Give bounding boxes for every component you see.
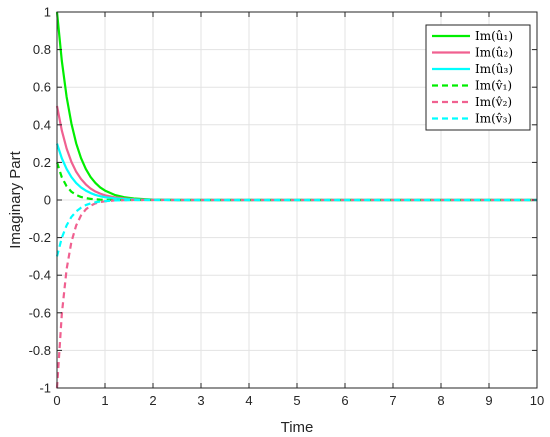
y-tick-label: 0.4 — [33, 117, 51, 132]
y-tick-label: 1 — [44, 5, 51, 20]
x-tick-label: 6 — [341, 393, 348, 408]
x-tick-label: 1 — [101, 393, 108, 408]
x-tick-label: 7 — [389, 393, 396, 408]
y-tick-label: -0.2 — [29, 230, 51, 245]
y-tick-label: 0.2 — [33, 155, 51, 170]
y-axis-ticks: -1 -0.8 -0.6 -0.4 -0.2 0 0.2 0.4 0.6 0.8 1 — [29, 5, 537, 396]
y-axis-title: Imaginary Part — [7, 150, 24, 248]
x-tick-label: 10 — [530, 393, 544, 408]
x-tick-label: 2 — [149, 393, 156, 408]
x-tick-label: 8 — [437, 393, 444, 408]
legend: Im(û₁) Im(û₂) Im(û₃) Im(v̂₁) Im(v̂₂) Im(v̂₃) — [425, 24, 531, 131]
x-axis-title: Time — [281, 419, 314, 436]
x-tick-label: 9 — [485, 393, 492, 408]
x-axis-ticks: 0 1 2 3 4 5 6 7 8 9 10 — [53, 12, 544, 408]
y-tick-label: -0.6 — [29, 305, 51, 320]
legend-label-3: Im(û₃) — [475, 62, 513, 76]
x-tick-label: 5 — [293, 393, 300, 408]
legend-label-2: Im(û₂) — [475, 46, 513, 60]
legend-label-1: Im(û₁) — [475, 29, 513, 43]
legend-label-5: Im(v̂₂) — [475, 95, 512, 109]
x-tick-label: 0 — [53, 393, 60, 408]
legend-label-4: Im(v̂₁) — [475, 79, 512, 93]
y-tick-label: -0.4 — [29, 268, 51, 283]
series-line-6 — [55, 198, 537, 257]
x-tick-label: 3 — [197, 393, 204, 408]
y-tick-label: 0.6 — [33, 80, 51, 95]
y-tick-label: -1 — [39, 381, 51, 396]
data-series — [55, 11, 537, 389]
y-tick-label: 0 — [44, 193, 51, 208]
x-tick-label: 4 — [245, 393, 252, 408]
legend-box — [425, 24, 531, 131]
y-tick-label: 0.8 — [33, 42, 51, 57]
legend-label-6: Im(v̂₃) — [475, 112, 512, 126]
y-tick-label: -0.8 — [29, 343, 51, 358]
